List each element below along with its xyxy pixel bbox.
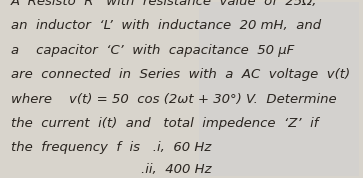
Text: the  current  i(t)  and   total  impedence  ‘Z’  if: the current i(t) and total impedence ‘Z’…: [11, 117, 318, 130]
Text: an  inductor  ‘L’  with  inductance  20 mH,  and: an inductor ‘L’ with inductance 20 mH, a…: [11, 19, 321, 32]
Text: A  Resisto ‘R’  with  resistance  value  of  25Ω,: A Resisto ‘R’ with resistance value of 2…: [11, 0, 317, 8]
Bar: [199, 2, 359, 176]
Text: where    v(t) = 50  cos (2ωt + 30°) V.  Determine: where v(t) = 50 cos (2ωt + 30°) V. Deter…: [11, 93, 337, 106]
Text: a    capacitor  ‘C’  with  capacitance  50 μF: a capacitor ‘C’ with capacitance 50 μF: [11, 44, 294, 57]
Text: the  frequency  f  is   .i,  60 Hz: the frequency f is .i, 60 Hz: [11, 141, 211, 154]
Text: are  connected  in  Series  with  a  AC  voltage  v(t): are connected in Series with a AC voltag…: [11, 68, 350, 81]
Text: .ii,  400 Hz: .ii, 400 Hz: [140, 163, 211, 176]
